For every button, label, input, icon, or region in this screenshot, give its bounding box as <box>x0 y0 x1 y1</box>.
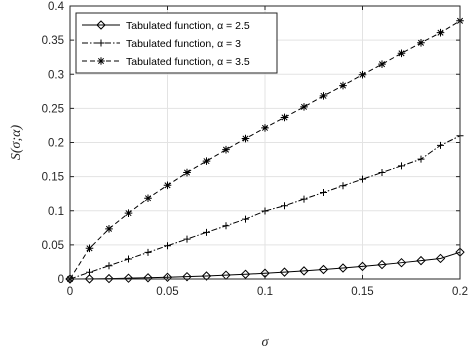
y-tick-label: 0 <box>58 274 64 286</box>
data-point <box>123 273 134 283</box>
legend-label: Tabulated function, α = 3 <box>126 38 241 50</box>
series-1 <box>65 247 465 284</box>
data-point <box>144 194 152 203</box>
y-tick-label: 0.1 <box>48 206 64 218</box>
legend-marker <box>97 57 105 65</box>
legend-box <box>75 12 278 74</box>
data-point <box>162 272 173 283</box>
y-tick-label: 0.15 <box>42 172 64 184</box>
data-point <box>435 253 446 264</box>
data-point <box>339 81 347 90</box>
data-point <box>105 262 113 270</box>
data-point <box>299 266 309 276</box>
legend-entry: Tabulated function, α = 2.5 <box>82 20 250 32</box>
data-point <box>378 60 386 68</box>
y-tick-label: 0.35 <box>42 35 64 47</box>
data-point <box>240 269 251 279</box>
data-point <box>318 264 329 275</box>
legend: Tabulated function, α = 2.5 Tabulated fun… <box>75 12 278 74</box>
legend-entry: Tabulated function, α = 3 <box>82 38 241 50</box>
data-point <box>86 268 93 276</box>
legend-label: Tabulated function, α = 3.5 <box>126 56 250 68</box>
data-point <box>279 267 290 277</box>
data-point <box>280 113 289 122</box>
data-point <box>104 273 114 284</box>
data-point <box>241 134 250 143</box>
x-axis-label: σ <box>262 335 270 350</box>
data-point <box>378 168 386 176</box>
data-point <box>183 235 191 243</box>
data-point <box>105 225 113 233</box>
axis-ticks: 0 0.05 0.1 0.15 0.2 0 0.05 0.1 0.15 0.2 0.25 0.3 0.3… <box>42 1 468 298</box>
legend-label: Tabulated function, α = 2.5 <box>126 20 250 32</box>
data-point <box>359 175 366 183</box>
data-point <box>163 181 172 190</box>
data-point <box>436 28 445 37</box>
data-point <box>183 168 191 177</box>
data-point <box>377 259 387 270</box>
y-tick-label: 0.25 <box>42 103 64 115</box>
data-point <box>203 228 210 236</box>
data-point <box>398 162 405 170</box>
data-point <box>144 248 152 256</box>
data-point <box>437 141 444 149</box>
x-tick-label: 0.1 <box>257 286 273 298</box>
y-tick-label: 0.05 <box>42 240 64 252</box>
data-point <box>261 124 269 132</box>
data-point <box>242 215 249 223</box>
x-tick-label: 0.2 <box>452 286 468 298</box>
data-point <box>222 222 230 230</box>
y-tick-label: 0.3 <box>48 69 64 81</box>
data-point <box>320 188 327 196</box>
data-point <box>319 92 328 100</box>
data-point <box>358 70 367 79</box>
data-point <box>85 244 94 253</box>
data-point <box>417 155 425 163</box>
y-tick-label: 0.4 <box>48 1 65 13</box>
x-tick-label: 0.05 <box>156 286 178 298</box>
data-point <box>416 255 426 266</box>
data-point <box>201 271 212 281</box>
data-point <box>339 182 347 190</box>
data-point <box>164 242 171 250</box>
data-point <box>84 274 95 284</box>
data-point <box>222 145 230 154</box>
series-line <box>69 251 461 280</box>
data-point <box>125 255 132 263</box>
data-point <box>397 49 406 58</box>
y-axis-label: S(σ;α) <box>9 125 24 161</box>
data-point <box>300 103 308 111</box>
x-tick-label: 0.15 <box>351 286 373 298</box>
series-layer <box>65 17 465 284</box>
legend-entry: Tabulated function, α = 3.5 <box>82 56 250 68</box>
data-point <box>182 271 192 282</box>
data-point <box>417 38 425 47</box>
data-point <box>143 273 153 283</box>
data-point <box>124 209 133 217</box>
series-3 <box>66 17 464 283</box>
x-tick-label: 0 <box>67 286 73 298</box>
y-tick-label: 0.2 <box>48 138 64 150</box>
data-point <box>261 207 269 215</box>
data-point <box>357 261 368 272</box>
data-point <box>338 263 348 273</box>
data-point <box>202 157 211 165</box>
data-point <box>281 202 288 210</box>
data-point <box>300 195 308 203</box>
data-point <box>396 257 407 268</box>
legend-marker <box>96 20 106 30</box>
legend-marker <box>97 39 105 47</box>
